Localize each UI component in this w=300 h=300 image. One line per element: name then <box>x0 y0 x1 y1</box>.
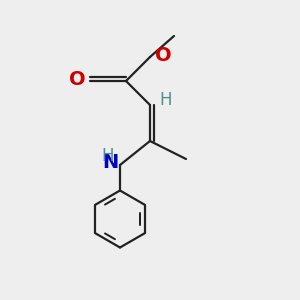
Text: H: H <box>101 147 114 165</box>
Text: O: O <box>154 46 171 65</box>
Text: H: H <box>159 91 172 109</box>
Text: N: N <box>102 153 119 172</box>
Text: O: O <box>69 70 85 89</box>
